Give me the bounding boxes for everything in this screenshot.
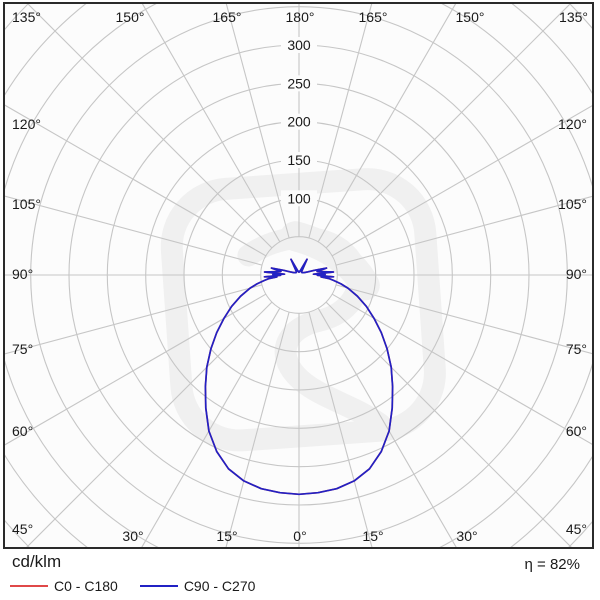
angle-label: 105° (12, 196, 41, 212)
grid-spoke (331, 293, 593, 446)
angle-label: 60° (566, 423, 587, 439)
angle-label: 105° (558, 196, 587, 212)
angle-label: 75° (12, 341, 33, 357)
angle-label: 165° (213, 9, 242, 25)
legend-item-c0-c180: C0 - C180 (10, 578, 118, 594)
radial-tick-label: 150 (287, 152, 311, 168)
angle-label: 165° (359, 9, 388, 25)
angle-label: 15° (362, 528, 383, 544)
angle-label: 75° (566, 341, 587, 357)
radial-tick-chip (281, 113, 317, 130)
radial-tick-chip (281, 190, 317, 207)
radial-tick-label: 250 (287, 75, 311, 91)
angle-label: 180° (286, 9, 315, 25)
angle-label: 135° (12, 9, 41, 25)
red-line-swatch (10, 585, 48, 587)
angle-label: 120° (12, 116, 41, 132)
unit-label: cd/klm (12, 552, 62, 571)
radial-tick-label: 300 (287, 37, 311, 53)
angle-label: 150° (456, 9, 485, 25)
angle-label: 120° (558, 116, 587, 132)
grid-spoke (4, 284, 263, 355)
angle-label: 0° (293, 528, 306, 544)
plot-border (3, 2, 594, 549)
angle-labels: 135° 150° 165° 180° 165° 150° 135° 120° 105° 90° 7… (12, 9, 588, 544)
blue-line-swatch (139, 585, 178, 587)
grid-spoke (335, 284, 593, 355)
grid-spoke (308, 3, 373, 239)
watermark-logo (160, 168, 446, 452)
radial-tick-chip (281, 75, 317, 92)
legend-label-c90-c270: C90 - C270 (183, 578, 256, 594)
angle-label: 30° (456, 528, 477, 544)
legend-label-c0-c180: C0 - C180 (54, 578, 118, 594)
angle-label: 90° (12, 266, 33, 282)
grid-spoke (25, 301, 273, 548)
watermark-rounded-square (160, 168, 446, 452)
grid-spoke (4, 195, 263, 266)
legend: C0 - C180 C90 - C270 (10, 578, 255, 594)
grid-spoke (140, 307, 281, 548)
curves-layer (204, 258, 394, 496)
legend-item-c90-c270: C90 - C270 (139, 578, 256, 594)
angle-label: 135° (559, 9, 588, 25)
grid-spoke (317, 307, 458, 548)
grid-spoke (331, 104, 593, 257)
grid-spoke (325, 301, 573, 548)
angle-label: 45° (566, 521, 587, 537)
grid-spoke (317, 3, 457, 243)
grid-spoke (335, 195, 593, 266)
grid-spoke (325, 3, 572, 249)
efficiency-label: η = 82% (524, 556, 580, 573)
grid-spoke (4, 104, 267, 257)
watermark-accent (280, 221, 380, 301)
angle-label: 45° (12, 521, 33, 537)
grid-spoke (308, 311, 373, 548)
angle-label: 15° (216, 528, 237, 544)
grid-spoke (4, 293, 267, 446)
radial-tick-chip (281, 151, 317, 168)
radial-tick-label: 100 (287, 190, 311, 206)
grid-spoke (141, 3, 281, 243)
angle-label: 30° (122, 528, 143, 544)
angle-label: 150° (116, 9, 145, 25)
grid-spoke (26, 3, 273, 249)
radial-tick-labels: 100 150 200 250 300 (281, 36, 317, 207)
grid-spoke (225, 311, 290, 548)
angle-label: 60° (12, 423, 33, 439)
angle-label: 90° (566, 266, 587, 282)
grid-spoke (225, 3, 290, 239)
radial-tick-chip (281, 36, 317, 53)
chart-footer: cd/klm C0 - C180 C90 - C270 η = 82% (0, 548, 600, 600)
radial-tick-label: 200 (287, 114, 311, 130)
curve-c90-c270 (204, 258, 394, 496)
